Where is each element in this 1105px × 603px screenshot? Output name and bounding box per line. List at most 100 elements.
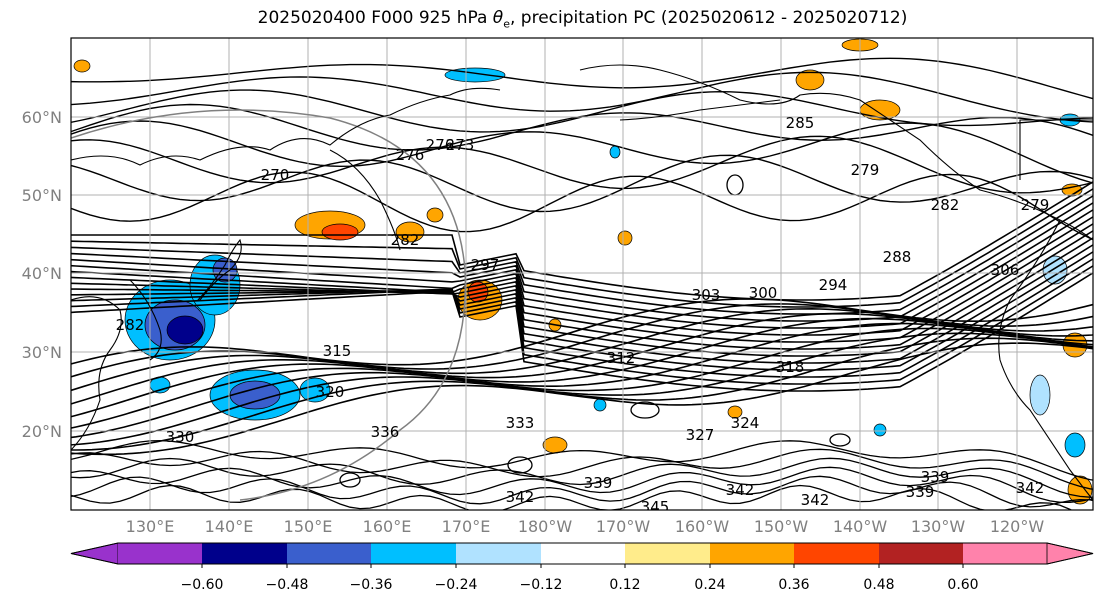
colorbar-segment [118, 543, 202, 564]
title-symbol: θ [492, 8, 504, 28]
colorbar-tick-label: −0.36 [350, 577, 393, 593]
coastline [998, 219, 1093, 501]
contour-label: 300 [749, 284, 778, 302]
contour-line [71, 229, 1093, 350]
contour-label: 342 [1016, 479, 1045, 497]
precip-blob [609, 145, 621, 159]
title-prefix: 2025020400 F000 925 hPa [257, 8, 493, 28]
precip-blob [1029, 374, 1051, 416]
contour-line [71, 250, 1093, 371]
contour-line [71, 171, 1093, 241]
precip-blob [395, 221, 425, 243]
precip-blob [727, 405, 743, 419]
graticule [71, 38, 1093, 510]
coastline [71, 87, 501, 166]
lat-label: 60°N [22, 108, 62, 127]
contour-label: 282 [391, 231, 420, 249]
contour-label: 270 [261, 166, 290, 184]
contour-label: 273 [446, 136, 475, 154]
colorbar-segment [541, 543, 625, 564]
colorbar-tick-label: 0.60 [947, 577, 978, 593]
contour-label: 342 [506, 488, 535, 506]
contour-line [71, 466, 1093, 503]
contour-label: 306 [991, 261, 1020, 279]
contour-label: 279 [851, 161, 880, 179]
contour-loop [630, 401, 660, 419]
contour-labels: 2702762732822792852822792882942973003033… [116, 114, 1050, 510]
colorbar-segment [287, 543, 371, 564]
precip-blob [426, 207, 444, 223]
coastline [196, 238, 242, 301]
contour-line [71, 327, 1093, 439]
contour-line [71, 215, 1093, 336]
latitude-labels: 60°N 50°N 40°N 30°N 20°N [22, 108, 62, 441]
contour-loop [507, 456, 533, 474]
contour-label: 294 [819, 276, 848, 294]
contour-label: 315 [323, 342, 352, 360]
lon-label: 180°W [518, 517, 573, 536]
contour-label: 312 [607, 349, 636, 367]
contour-label: 342 [801, 491, 830, 509]
contour-label: 339 [906, 483, 935, 501]
colorbar-tick-label: −0.48 [266, 577, 309, 593]
precip-blob [1042, 255, 1068, 285]
colorbar-extend-min [70, 542, 119, 565]
contour-label: 327 [686, 426, 715, 444]
coastline [619, 99, 781, 121]
contour-line [71, 71, 1093, 123]
contour-line [71, 303, 1093, 378]
precip-blob [166, 315, 204, 345]
contour-line [71, 194, 1093, 315]
colorbar [70, 542, 1094, 565]
map-title: 2025020400 F000 925 hPa θe, precipitatio… [0, 8, 1105, 30]
colorbar-tick-label: −0.24 [435, 577, 478, 593]
contour-line [71, 332, 1093, 446]
colorbar-segment [710, 543, 794, 564]
contour-label: 276 [396, 146, 425, 164]
contour-label: 288 [883, 248, 912, 266]
contour-line [71, 457, 1093, 498]
contour-line [71, 484, 1073, 510]
contour-label: 285 [786, 114, 815, 132]
contour-label: 297 [471, 256, 500, 274]
precip-blob [542, 436, 568, 454]
lat-label: 30°N [22, 343, 62, 362]
map-panel: 2702762732822792852822792882942973003033… [71, 38, 1093, 510]
contour-line [71, 222, 1093, 343]
contour-line [71, 180, 1093, 301]
contour-line [71, 120, 1093, 184]
contour-label: 276 [426, 136, 455, 154]
colorbar-tick-labels: −0.60 −0.48 −0.36 −0.24 −0.12 0.12 0.24 0.36 0.4… [181, 564, 979, 593]
contour-label: 282 [931, 196, 960, 214]
colorbar-extend-max [1046, 542, 1094, 565]
colorbar-segment [794, 543, 879, 564]
contour-loop [829, 433, 851, 447]
precip-blob [873, 423, 887, 437]
contour-label: 336 [371, 423, 400, 441]
contour-label: 330 [166, 428, 195, 446]
contour-line [71, 317, 1093, 418]
precip-blob [321, 223, 359, 241]
colorbar-tick-label: 0.48 [863, 577, 894, 593]
coastline [1019, 119, 1093, 180]
contour-label: 318 [776, 358, 805, 376]
colorbar-tick-label: −0.12 [520, 577, 563, 593]
precip-blob [1061, 183, 1083, 197]
coastline [579, 64, 1093, 241]
precip-blob [617, 230, 633, 246]
contour-label: 279 [1021, 196, 1050, 214]
precip-blob [795, 69, 825, 91]
colorbar-segment [625, 543, 710, 564]
contour-label: 282 [116, 316, 145, 334]
lon-label: 170°W [596, 517, 651, 536]
coastline [329, 149, 401, 251]
longitude-labels: 130°E 140°E 150°E 160°E 170°E 180°W 170°W 160°W… [126, 517, 1045, 536]
range-ring [71, 109, 467, 501]
colorbar-segment [202, 543, 287, 564]
lon-label: 120°W [990, 517, 1045, 536]
precip-blob [1064, 432, 1086, 458]
contour-line [71, 236, 1093, 357]
coastlines [71, 64, 1093, 501]
contour-label: 320 [316, 383, 345, 401]
